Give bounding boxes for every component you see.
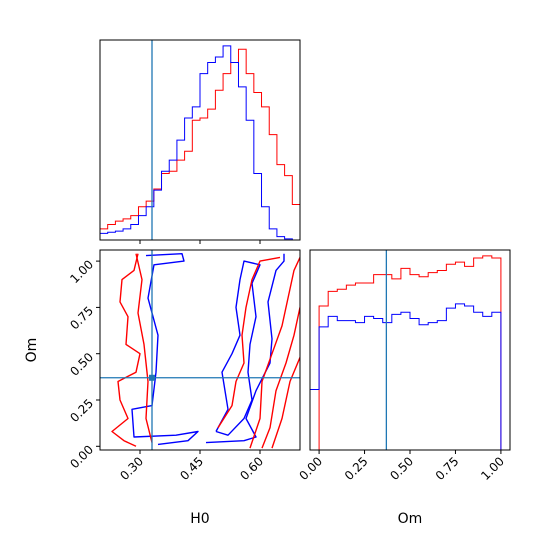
om-hist-frame bbox=[309, 249, 511, 451]
contour-lines bbox=[111, 253, 300, 449]
contour-ytick-label-4: 1.00 bbox=[67, 257, 96, 286]
hist-series-red-h0 bbox=[99, 48, 301, 240]
om-hist-xtick-label-0: 0.00 bbox=[296, 454, 325, 483]
om-marginal-panel: 0.00 0.25 0.50 0.75 1.00 Om bbox=[296, 249, 511, 527]
hist-series-blue-om bbox=[309, 303, 510, 451]
om-hist-xtick-label-3: 0.75 bbox=[433, 454, 462, 483]
contour-red-8 bbox=[217, 256, 281, 429]
contour-blue-1 bbox=[205, 253, 285, 444]
contour-red-4 bbox=[135, 253, 153, 443]
contour-red-5 bbox=[249, 257, 300, 449]
om-hist-xtick-label-4: 1.00 bbox=[478, 454, 507, 483]
contour-red-7 bbox=[271, 357, 300, 449]
hist-series-red-om bbox=[310, 255, 510, 451]
contour-ylabel: Om bbox=[24, 338, 40, 363]
om-hist-xtick-label-2: 0.50 bbox=[387, 454, 416, 483]
contour-xlabel: H0 bbox=[190, 511, 209, 527]
contour-xtick-label-0: 0.30 bbox=[117, 454, 146, 483]
h0-marginal-panel bbox=[99, 39, 301, 244]
h0-om-contour-panel: 0.30 0.45 0.60 0.00 0.25 0.50 0.75 1.00 H0 Om bbox=[24, 249, 301, 527]
contour-ytick-label-3: 0.75 bbox=[67, 304, 96, 333]
contour-ytick-label-0: 0.00 bbox=[67, 443, 96, 472]
contour-blue-2 bbox=[215, 260, 261, 436]
contour-red-3 bbox=[111, 253, 141, 447]
contour-ytick-label-2: 0.50 bbox=[67, 350, 96, 379]
contour-frame bbox=[99, 249, 301, 451]
contour-red-6 bbox=[261, 307, 300, 449]
om-hist-xlabel: Om bbox=[398, 511, 423, 527]
contour-xtick-label-1: 0.45 bbox=[177, 454, 206, 483]
contour-ytick-label-1: 0.25 bbox=[67, 396, 96, 425]
om-hist-xtick-label-1: 0.25 bbox=[342, 454, 371, 483]
contour-blue-0 bbox=[131, 253, 199, 446]
h0-hist-frame bbox=[99, 39, 301, 241]
truth-marker bbox=[149, 374, 155, 381]
hist-series-blue-h0 bbox=[99, 45, 300, 241]
contour-xtick-label-2: 0.60 bbox=[237, 454, 266, 483]
